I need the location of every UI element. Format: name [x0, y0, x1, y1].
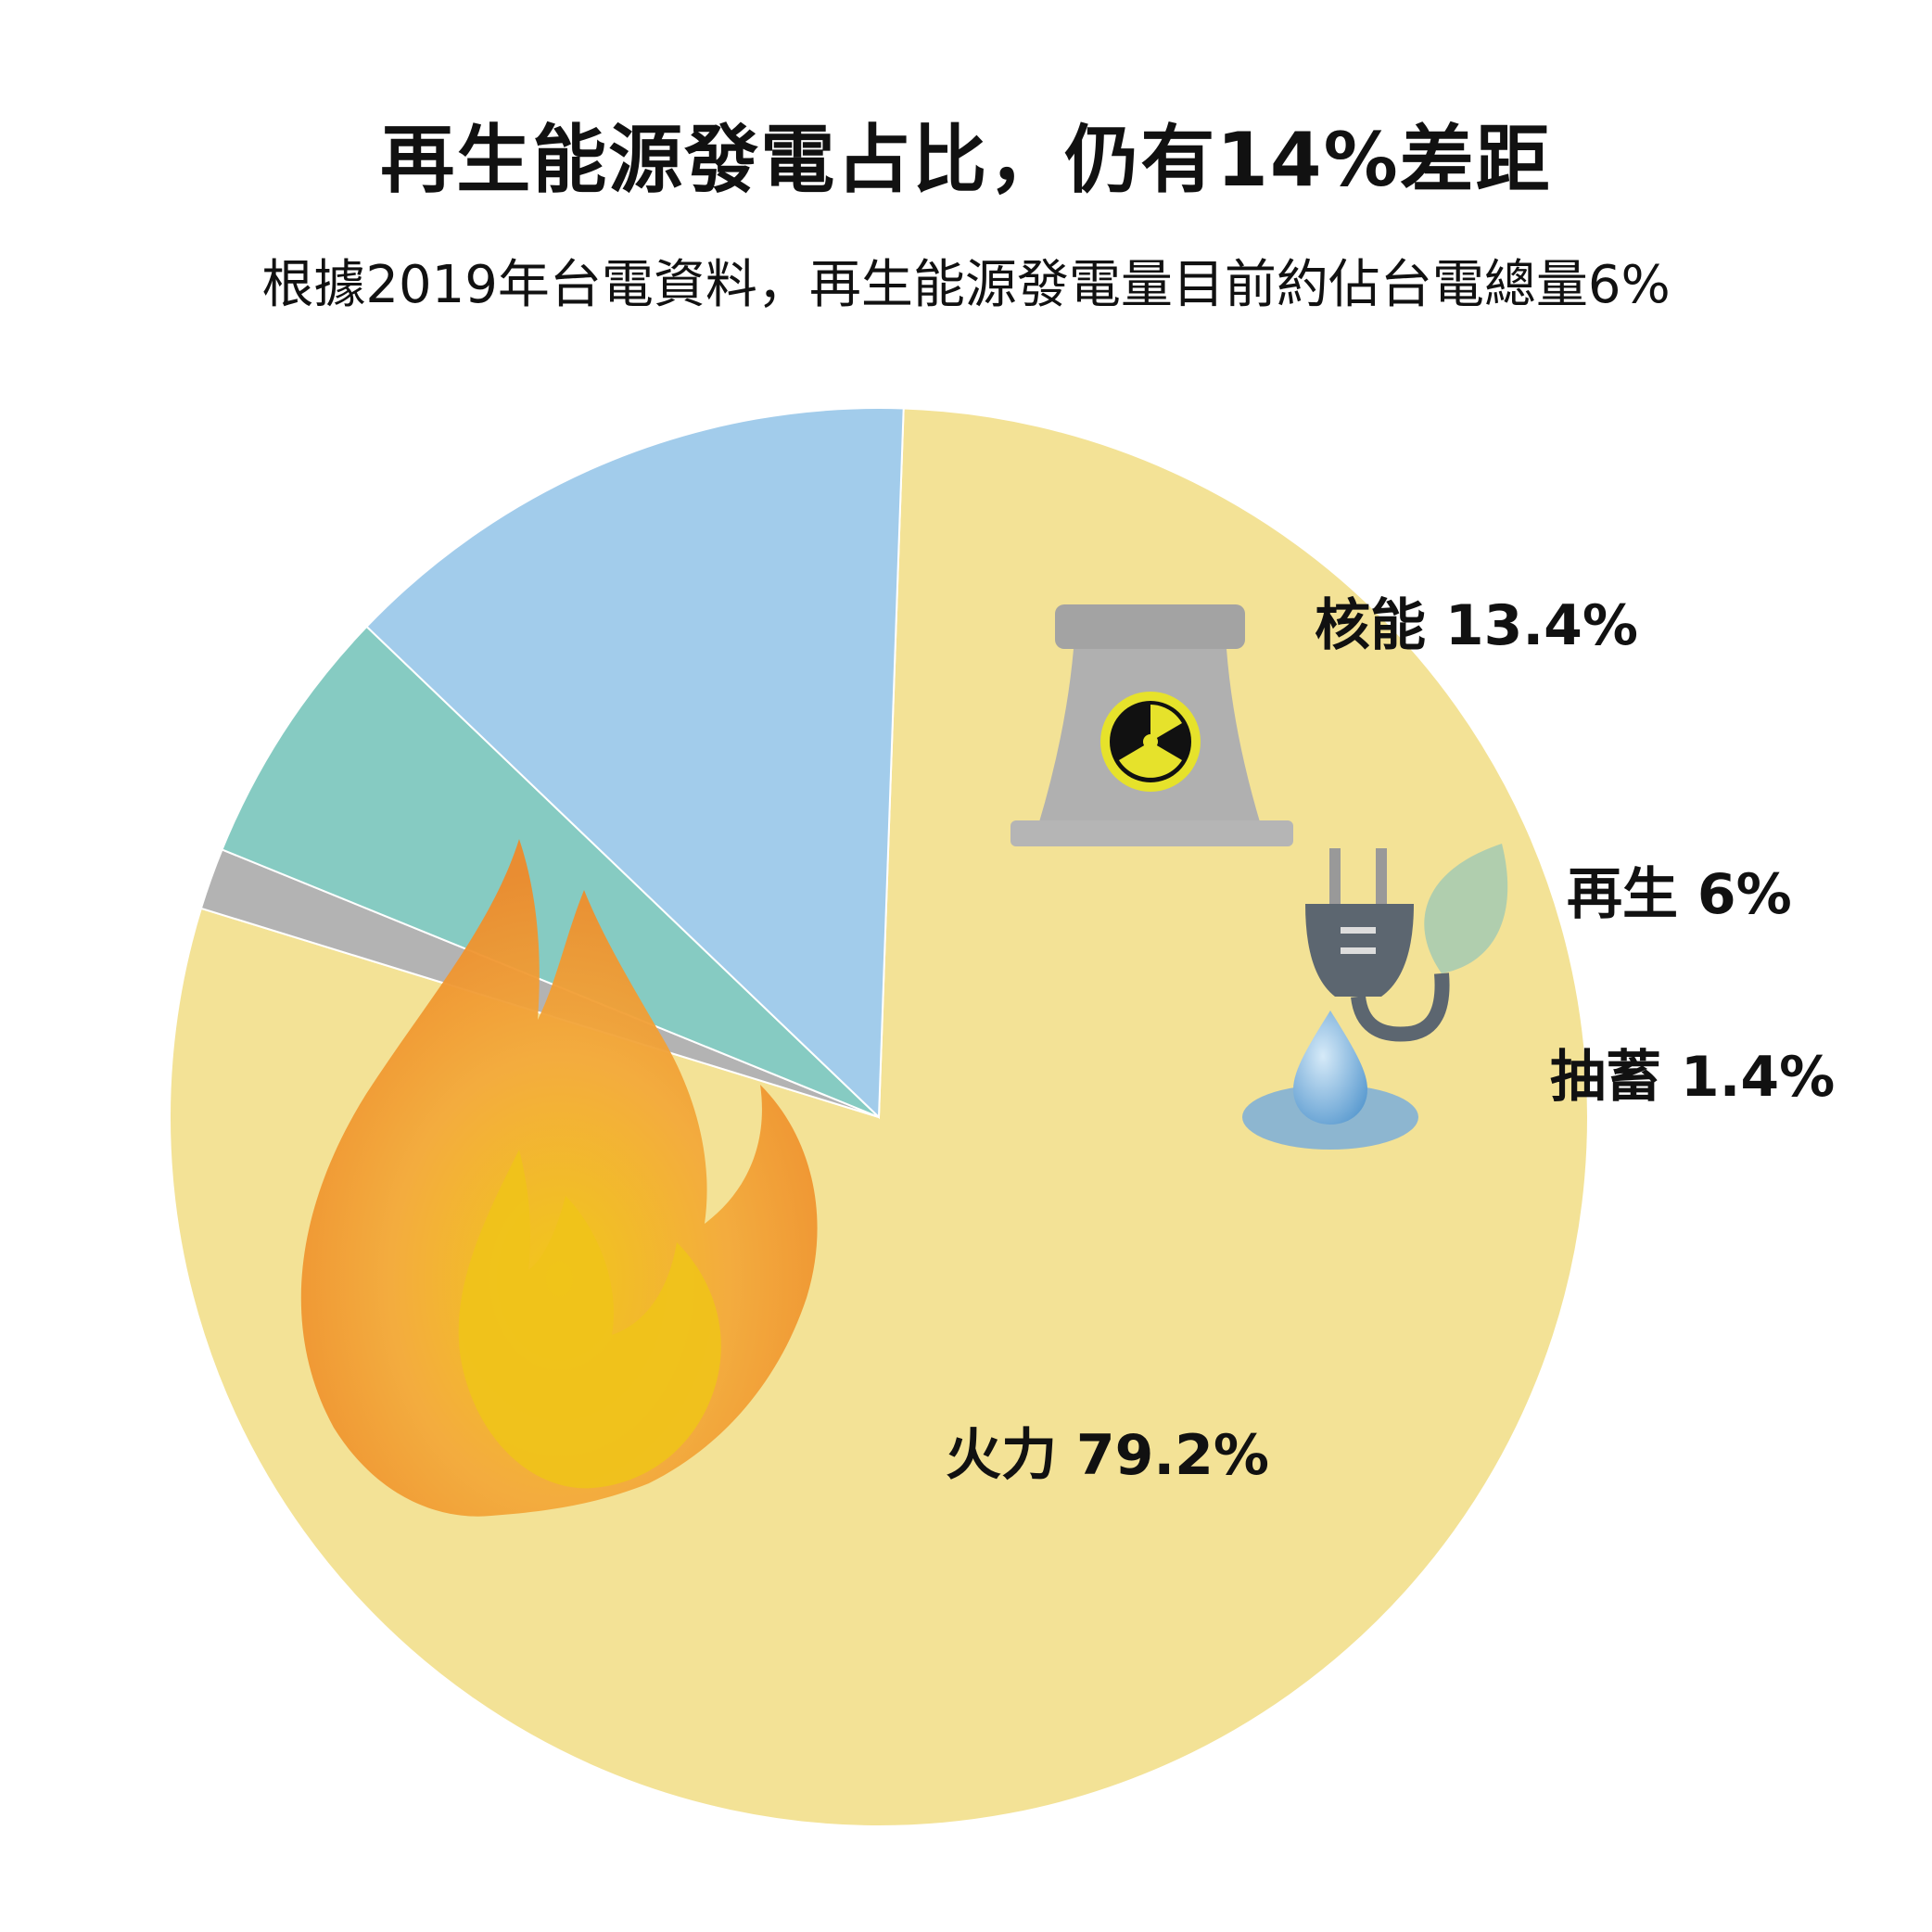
- pie-labels: 火力 79.2% 抽蓄 1.4% 再生 6% 核能 13.4%: [946, 593, 1835, 1488]
- slice-label-3: 核能 13.4%: [1315, 593, 1638, 658]
- slice-label-2: 再生 6%: [1567, 862, 1792, 927]
- nuclear-plant-icon: [1010, 604, 1293, 846]
- slice-label-0: 火力 79.2%: [946, 1423, 1269, 1488]
- chart-subtitle: 根據2019年台電資料，再生能源發電量目前約佔台電總量6%: [261, 255, 1671, 315]
- fire-icon: [300, 839, 818, 1517]
- pie-icons: [300, 604, 1508, 1517]
- pie-slice-3: [365, 407, 905, 1120]
- plug-leaf-icon: [1305, 844, 1508, 1042]
- pie-slice-2: [221, 625, 880, 1118]
- slice-label-1: 抽蓄 1.4%: [1550, 1045, 1835, 1110]
- chart-title: 再生能源發電占比，仍有14%差距: [380, 117, 1552, 203]
- water-drop-icon: [1242, 1010, 1418, 1150]
